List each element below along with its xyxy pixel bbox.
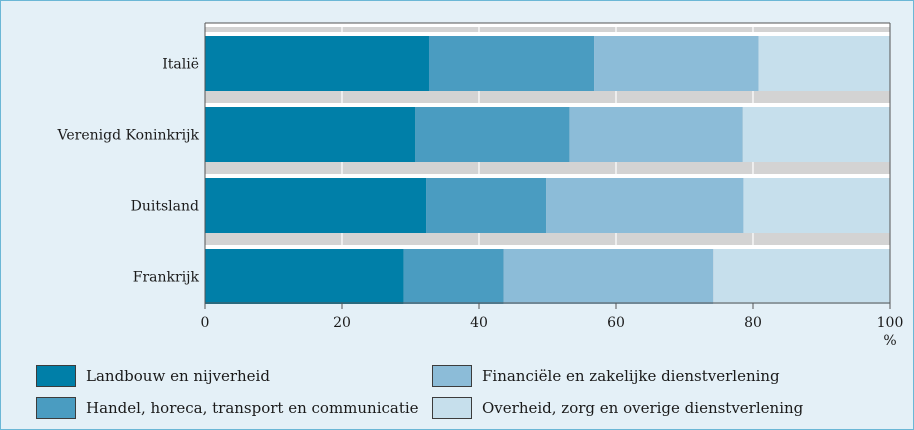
legend-swatch-overheid [432, 397, 472, 419]
legend-item-financiele: Financiële en zakelijke dienstverlening [432, 365, 872, 389]
bar-segment [758, 36, 890, 91]
bar-segment [205, 36, 429, 91]
legend-label-overheid: Overheid, zorg en overige dienstverlenin… [482, 399, 804, 417]
legend-swatch-landbouw [36, 365, 76, 387]
bar-segment [743, 178, 890, 233]
bar-segment [713, 249, 890, 304]
category-label: Frankrijk [133, 270, 200, 286]
bar-segment [546, 178, 744, 233]
bar-segment [205, 107, 416, 162]
bar-segment [503, 249, 714, 304]
legend-swatch-handel [36, 397, 76, 419]
bar-segment [415, 107, 570, 162]
bar-segment [594, 36, 759, 91]
legend-item-overheid: Overheid, zorg en overige dienstverlenin… [432, 397, 872, 421]
legend-swatch-financiele [432, 365, 472, 387]
bar-separator [205, 245, 890, 249]
plot-top-margin [205, 23, 890, 27]
bar-segment [205, 249, 404, 304]
bar-segment [569, 107, 743, 162]
bar-segment [205, 178, 427, 233]
bar-segment [426, 178, 547, 233]
x-tick-label: 60 [607, 315, 625, 331]
bar-segment [428, 36, 595, 91]
x-unit-label: % [883, 333, 896, 349]
bar-separator [205, 103, 890, 107]
category-label: Italië [162, 57, 199, 73]
bar-segment [403, 249, 504, 304]
category-label: Duitsland [131, 199, 199, 215]
legend-label-financiele: Financiële en zakelijke dienstverlening [482, 367, 780, 385]
legend-label-landbouw: Landbouw en nijverheid [86, 367, 270, 385]
legend-item-handel: Handel, horeca, transport en communicati… [36, 397, 419, 421]
legend-label-handel: Handel, horeca, transport en communicati… [86, 399, 419, 417]
x-tick-label: 40 [470, 315, 488, 331]
bar-separator [205, 32, 890, 36]
x-tick-label: 20 [333, 315, 351, 331]
x-tick-label: 0 [201, 315, 210, 331]
x-tick-label: 100 [877, 315, 904, 331]
category-label: Verenigd Koninkrijk [57, 128, 200, 144]
bar-separator [205, 174, 890, 178]
x-tick-label: 80 [744, 315, 762, 331]
bar-segment [742, 107, 890, 162]
legend-item-landbouw: Landbouw en nijverheid [36, 365, 356, 389]
